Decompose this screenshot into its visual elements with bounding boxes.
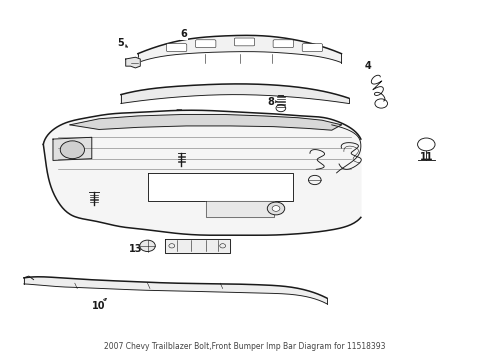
Text: 8: 8 [267, 97, 274, 107]
Text: 11: 11 [419, 152, 432, 162]
Polygon shape [43, 110, 360, 235]
FancyBboxPatch shape [302, 44, 322, 51]
Polygon shape [53, 137, 92, 161]
Circle shape [60, 141, 84, 159]
FancyBboxPatch shape [195, 40, 216, 48]
Text: 15: 15 [298, 154, 311, 164]
Polygon shape [147, 173, 292, 201]
Text: 7: 7 [175, 109, 182, 119]
Circle shape [272, 206, 279, 211]
Polygon shape [70, 114, 341, 130]
Polygon shape [164, 239, 229, 253]
Text: 1: 1 [233, 223, 240, 233]
FancyBboxPatch shape [272, 40, 293, 48]
Text: 6: 6 [180, 29, 187, 39]
Polygon shape [121, 84, 348, 103]
Polygon shape [138, 35, 341, 63]
Text: 14: 14 [303, 188, 316, 197]
Text: 2: 2 [165, 163, 172, 172]
Text: 13: 13 [128, 244, 142, 255]
FancyBboxPatch shape [166, 44, 186, 51]
Polygon shape [24, 277, 326, 304]
Circle shape [140, 240, 155, 252]
Text: 2007 Chevy Trailblazer Bolt,Front Bumper Imp Bar Diagram for 11518393: 2007 Chevy Trailblazer Bolt,Front Bumper… [103, 342, 385, 351]
Polygon shape [125, 57, 140, 68]
Text: 12: 12 [196, 243, 210, 253]
FancyBboxPatch shape [234, 38, 254, 46]
Circle shape [267, 202, 284, 215]
Text: 9: 9 [272, 214, 279, 224]
Text: 3: 3 [74, 205, 81, 215]
Text: 4: 4 [364, 61, 371, 71]
Text: 5: 5 [117, 38, 124, 48]
Polygon shape [205, 201, 273, 217]
Text: 10: 10 [92, 301, 105, 311]
